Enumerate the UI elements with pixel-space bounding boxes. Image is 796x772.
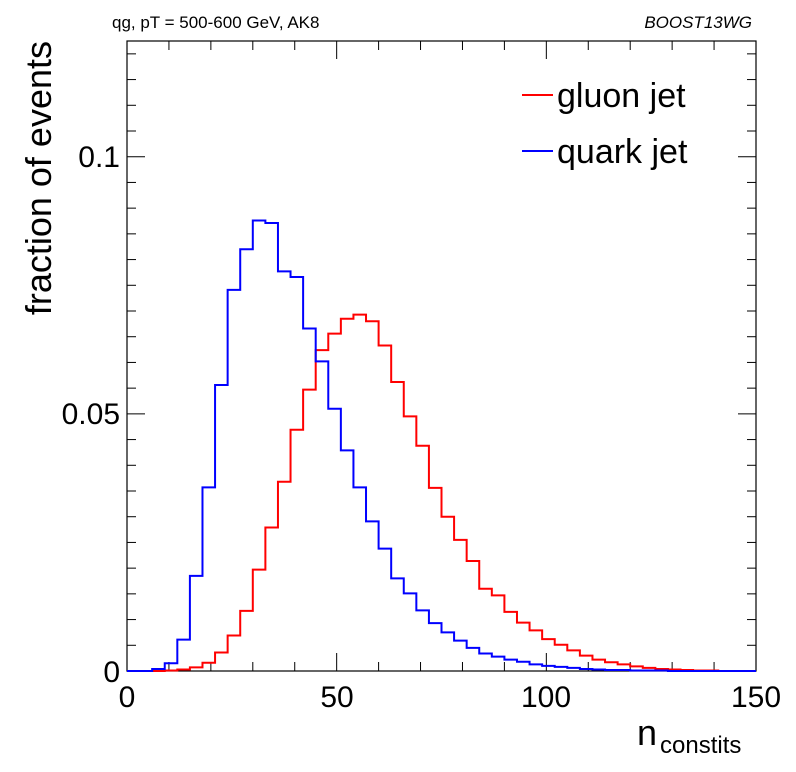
legend: gluon jet quark jet [522, 77, 688, 171]
series-layer [127, 219, 756, 672]
x-axis-title-main: n [637, 712, 657, 753]
axis-ticks [126, 41, 757, 672]
series-line-gluon [127, 313, 756, 672]
legend-label-gluon: gluon jet [557, 77, 686, 115]
series-line-quark [127, 219, 756, 672]
x-tick-label-150: 150 [731, 681, 781, 714]
x-tick-label-100: 100 [521, 681, 571, 714]
legend-label-quark: quark jet [557, 133, 688, 171]
chart-header-left: qg, pT = 500-600 GeV, AK8 [112, 13, 319, 32]
plot-frame [126, 40, 757, 672]
x-tick-label-0: 0 [119, 681, 136, 714]
y-tick-label-0-05: 0.05 [62, 398, 120, 431]
x-tick-label-50: 50 [320, 681, 353, 714]
x-axis-title-sub: constits [660, 732, 741, 759]
y-tick-label-0: 0 [103, 656, 120, 689]
chart-header-right: BOOST13WG [644, 13, 752, 32]
y-axis-title: fraction of events [18, 41, 59, 315]
y-tick-label-0-1: 0.1 [78, 141, 120, 174]
